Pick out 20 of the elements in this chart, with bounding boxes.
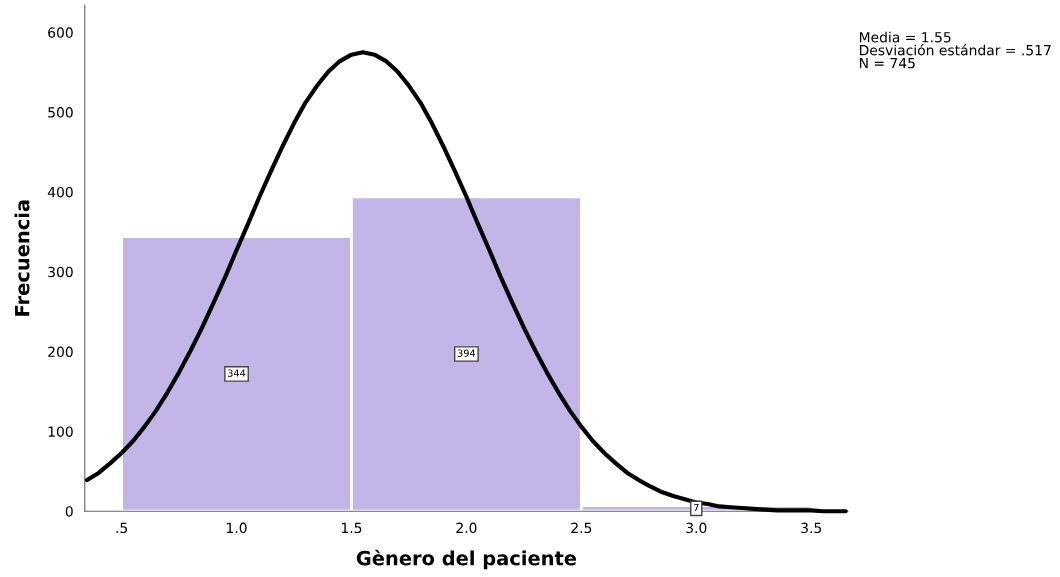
x-axis-title: Gènero del paciente (356, 549, 577, 570)
text: Media = 1.55 Desviación estándar = .517 N = 745 (859, 31, 1051, 69)
y-tick-label: 300 (48, 266, 73, 278)
y-axis-title: Frecuencia (14, 200, 30, 316)
x-tick-label: 3.5 (801, 522, 822, 534)
y-tick-label: 200 (48, 346, 73, 358)
x-tick-label: .5 (116, 522, 127, 534)
x-tick-label: 2.0 (456, 522, 477, 534)
x-tick-label: 3.0 (686, 522, 707, 534)
data-label: 394 (457, 349, 476, 357)
y-tick-label: 400 (47, 186, 73, 198)
data-label: 7 (693, 504, 699, 512)
y-tick-label: 600 (48, 27, 73, 38)
y-tick-label: 500 (48, 107, 73, 118)
x-tick-label: 2.5 (571, 522, 592, 534)
x-tick-label: 1.0 (227, 522, 247, 534)
y-tick-label: 0 (65, 506, 73, 517)
x-tick-label: 1.5 (341, 522, 362, 534)
y-tick-label: 100 (48, 426, 73, 437)
data-label: 344 (227, 369, 246, 377)
